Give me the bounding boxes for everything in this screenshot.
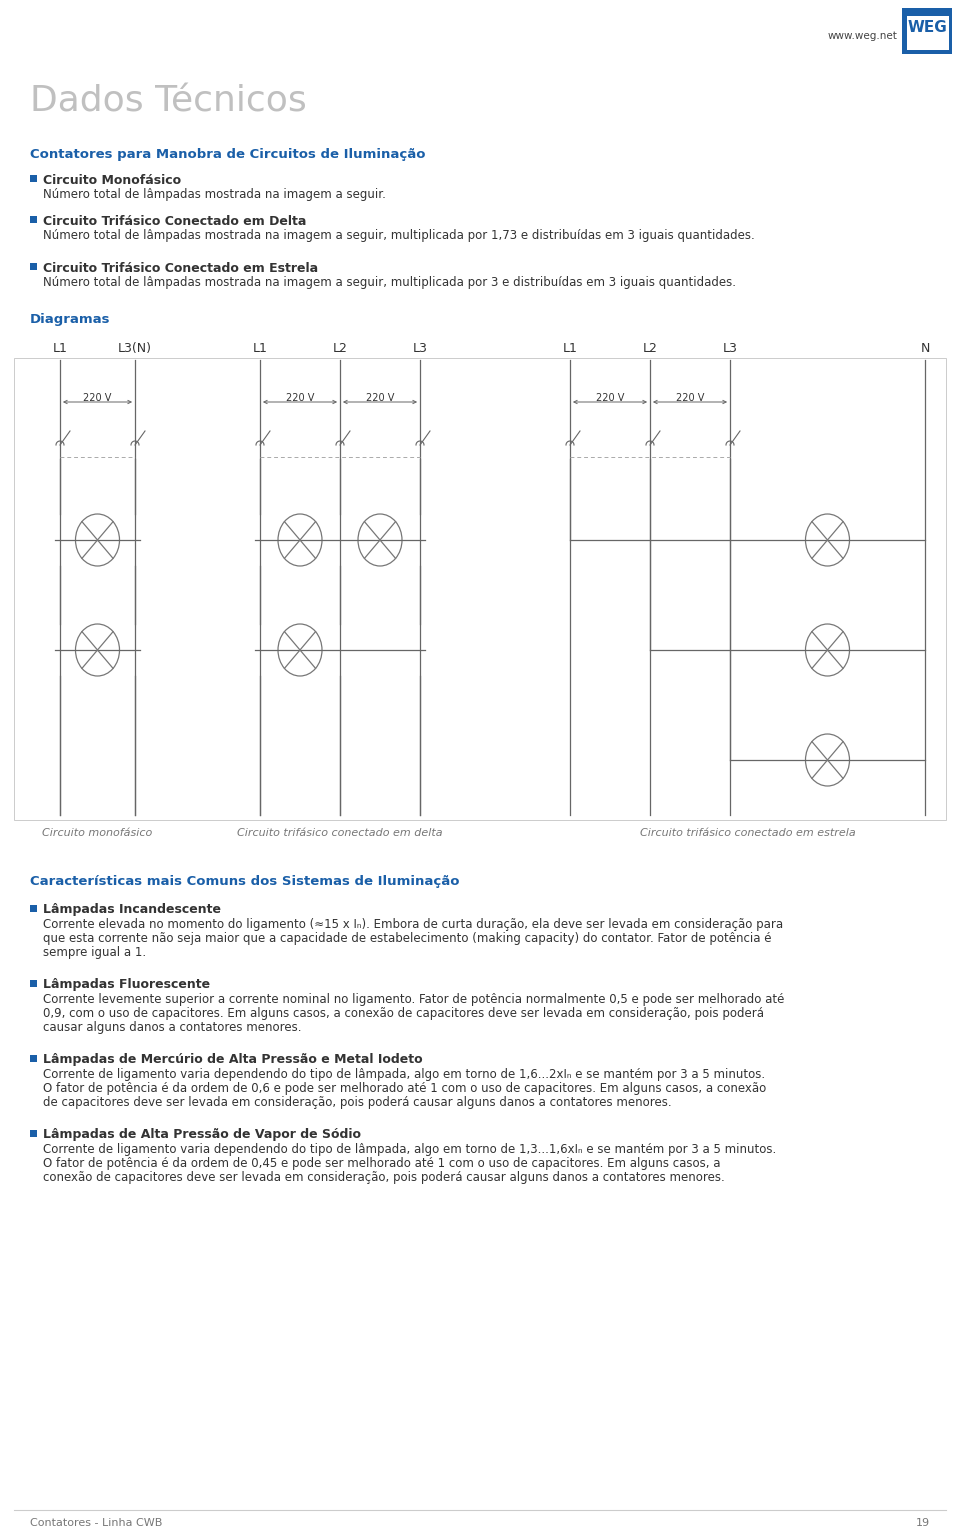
Text: Características mais Comuns dos Sistemas de Iluminação: Características mais Comuns dos Sistemas…	[30, 876, 460, 888]
Text: Lâmpadas de Mercúrio de Alta Pressão e Metal Iodeto: Lâmpadas de Mercúrio de Alta Pressão e M…	[43, 1053, 422, 1066]
Text: Diagramas: Diagramas	[30, 312, 110, 326]
Bar	[30, 905, 37, 912]
Text: Circuito trifásico conectado em delta: Circuito trifásico conectado em delta	[237, 828, 443, 837]
Text: L3(N): L3(N)	[118, 341, 152, 355]
Text: Corrente de ligamento varia dependendo do tipo de lâmpada, algo em torno de 1,6.: Corrente de ligamento varia dependendo d…	[43, 1069, 765, 1081]
Text: L3: L3	[413, 341, 427, 355]
Text: Número total de lâmpadas mostrada na imagem a seguir, multiplicada por 1,73 e di: Número total de lâmpadas mostrada na ima…	[43, 230, 755, 242]
Text: conexão de capacitores deve ser levada em consideração, pois poderá causar algun: conexão de capacitores deve ser levada e…	[43, 1171, 725, 1183]
Text: Contatores para Manobra de Circuitos de Iluminação: Contatores para Manobra de Circuitos de …	[30, 149, 425, 161]
Text: Circuito Trifásico Conectado em Estrela: Circuito Trifásico Conectado em Estrela	[43, 262, 318, 276]
Text: 220 V: 220 V	[596, 393, 624, 403]
Text: Corrente levemente superior a corrente nominal no ligamento. Fator de potência n: Corrente levemente superior a corrente n…	[43, 994, 784, 1006]
Text: Lâmpadas Fluorescente: Lâmpadas Fluorescente	[43, 978, 210, 991]
Text: 220 V: 220 V	[286, 393, 314, 403]
Text: Corrente de ligamento varia dependendo do tipo de lâmpada, algo em torno de 1,3.: Corrente de ligamento varia dependendo d…	[43, 1144, 777, 1156]
Text: Corrente elevada no momento do ligamento (≈15 x Iₙ). Embora de curta duração, el: Corrente elevada no momento do ligamento…	[43, 919, 783, 931]
Text: Circuito Trifásico Conectado em Delta: Circuito Trifásico Conectado em Delta	[43, 214, 306, 228]
Text: Contatores - Linha CWB: Contatores - Linha CWB	[30, 1519, 162, 1528]
Text: L2: L2	[642, 341, 658, 355]
Text: Circuito trifásico conectado em estrela: Circuito trifásico conectado em estrela	[639, 828, 855, 837]
Text: L2: L2	[332, 341, 348, 355]
Bar	[30, 175, 37, 182]
Bar	[30, 263, 37, 269]
Bar	[30, 980, 37, 987]
Text: Número total de lâmpadas mostrada na imagem a seguir.: Número total de lâmpadas mostrada na ima…	[43, 188, 386, 201]
Bar	[902, 8, 907, 54]
Text: WEG: WEG	[907, 20, 947, 35]
Bar	[905, 15, 949, 51]
Bar	[14, 358, 946, 821]
Text: Circuito monofásico: Circuito monofásico	[42, 828, 153, 837]
Text: L1: L1	[53, 341, 67, 355]
Text: 220 V: 220 V	[676, 393, 705, 403]
Text: N: N	[921, 341, 929, 355]
Text: Número total de lâmpadas mostrada na imagem a seguir, multiplicada por 3 e distr: Número total de lâmpadas mostrada na ima…	[43, 276, 736, 289]
Text: que esta corrente não seja maior que a capacidade de estabelecimento (making cap: que esta corrente não seja maior que a c…	[43, 932, 772, 945]
Text: 220 V: 220 V	[366, 393, 395, 403]
Bar	[902, 8, 952, 54]
Text: 0,9, com o uso de capacitores. Em alguns casos, a conexão de capacitores deve se: 0,9, com o uso de capacitores. Em alguns…	[43, 1007, 764, 1020]
Bar	[30, 1055, 37, 1063]
Text: Lâmpadas Incandescente: Lâmpadas Incandescente	[43, 903, 221, 916]
Text: Lâmpadas de Alta Pressão de Vapor de Sódio: Lâmpadas de Alta Pressão de Vapor de Sód…	[43, 1128, 361, 1141]
Text: www.weg.net: www.weg.net	[828, 31, 897, 41]
Bar	[30, 216, 37, 224]
Text: sempre igual a 1.: sempre igual a 1.	[43, 946, 146, 958]
Bar	[902, 8, 952, 15]
Text: L1: L1	[563, 341, 577, 355]
Text: Circuito Monofásico: Circuito Monofásico	[43, 175, 181, 187]
Text: L1: L1	[252, 341, 268, 355]
Text: 220 V: 220 V	[84, 393, 111, 403]
Text: L3: L3	[723, 341, 737, 355]
Text: de capacitores deve ser levada em consideração, pois poderá causar alguns danos : de capacitores deve ser levada em consid…	[43, 1096, 672, 1108]
Text: O fator de potência é da ordem de 0,45 e pode ser melhorado até 1 com o uso de c: O fator de potência é da ordem de 0,45 e…	[43, 1157, 721, 1170]
Text: O fator de potência é da ordem de 0,6 e pode ser melhorado até 1 com o uso de ca: O fator de potência é da ordem de 0,6 e …	[43, 1082, 766, 1095]
Text: Dados Técnicos: Dados Técnicos	[30, 86, 307, 119]
Bar	[30, 1130, 37, 1138]
Text: causar alguns danos a contatores menores.: causar alguns danos a contatores menores…	[43, 1021, 301, 1033]
Text: 19: 19	[916, 1519, 930, 1528]
